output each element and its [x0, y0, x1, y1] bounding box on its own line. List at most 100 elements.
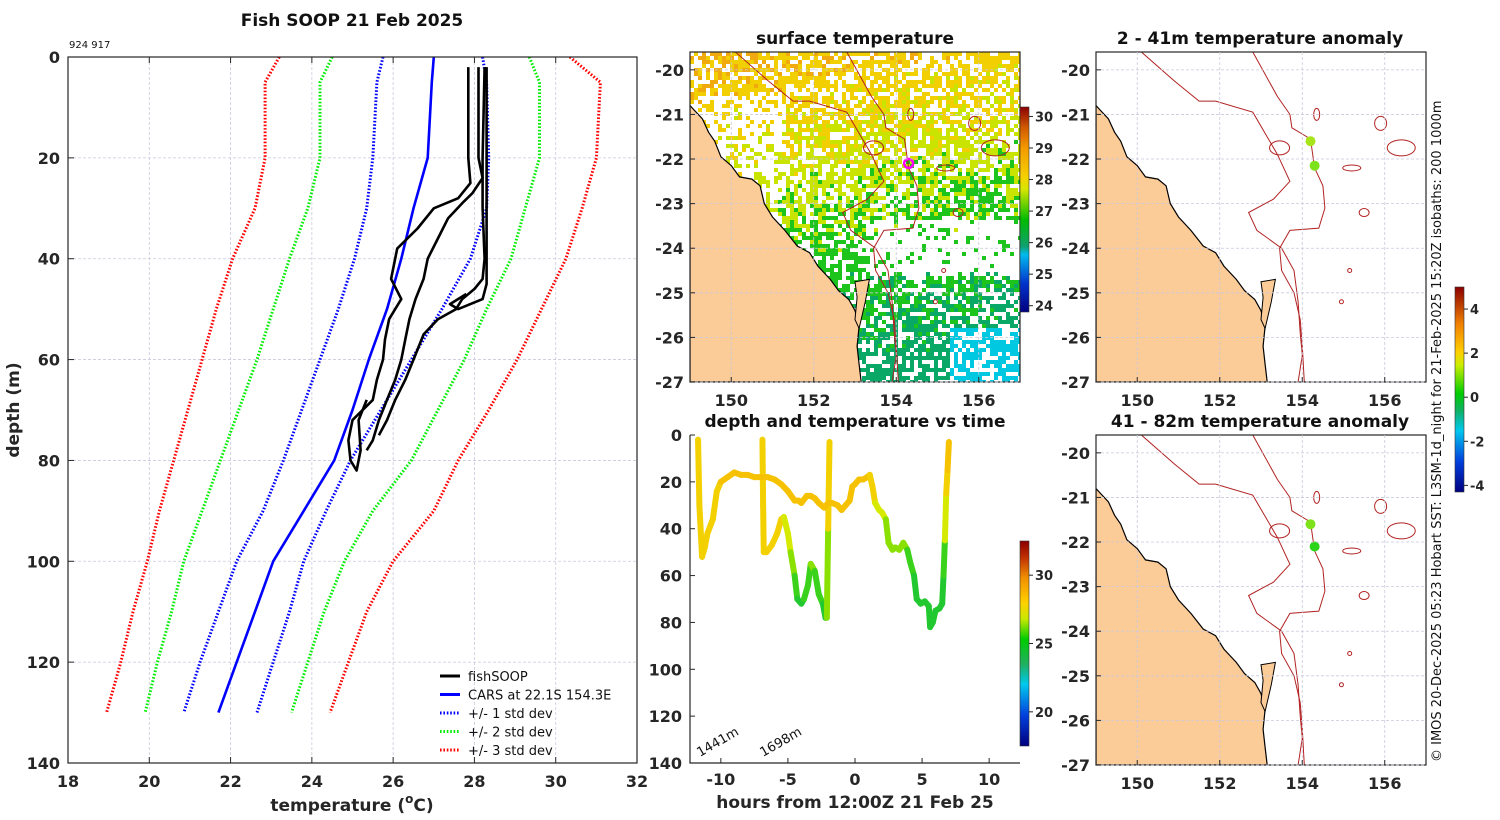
sst-pixel	[890, 144, 894, 148]
sst-pixel	[938, 248, 942, 252]
sst-pixel	[810, 220, 814, 224]
sst-pixel	[786, 200, 790, 204]
sst-pixel	[822, 120, 826, 124]
sst-pixel	[910, 140, 914, 144]
sst-pixel	[942, 360, 946, 364]
sst-pixel	[734, 164, 738, 168]
sst-pixel	[862, 156, 866, 160]
sst-pixel	[722, 112, 726, 116]
sst-pixel	[966, 308, 970, 312]
sst-pixel	[842, 168, 846, 172]
sst-pixel	[878, 76, 882, 80]
sst-pixel	[990, 120, 994, 124]
sst-pixel	[990, 304, 994, 308]
sst-pixel	[866, 372, 870, 376]
sst-pixel	[978, 56, 982, 60]
sst-pixel	[922, 108, 926, 112]
sst-pixel	[854, 188, 858, 192]
sst-pixel	[818, 232, 822, 236]
sst-pixel	[946, 92, 950, 96]
sst-pixel	[1006, 320, 1010, 324]
sst-pixel	[914, 88, 918, 92]
sst-pixel	[906, 340, 910, 344]
sst-pixel	[830, 172, 834, 176]
seamount-contour	[952, 208, 964, 218]
sst-pixel	[798, 52, 802, 56]
sst-pixel	[970, 352, 974, 356]
sst-map: surface temperature -20-21-22-23-24-25-2…	[655, 29, 1053, 410]
sst-pixel	[838, 72, 842, 76]
sst-pixel	[846, 104, 850, 108]
sst-pixel	[698, 100, 702, 104]
sst-pixel	[738, 92, 742, 96]
sst-pixel	[926, 180, 930, 184]
sst-pixel	[870, 324, 874, 328]
sst-pixel	[826, 160, 830, 164]
sst-pixel	[794, 76, 798, 80]
sst-pixel	[830, 248, 834, 252]
sst-pixel	[970, 312, 974, 316]
sst-pixel	[1014, 368, 1018, 372]
sst-pixel	[950, 188, 954, 192]
sst-pixel	[986, 344, 990, 348]
sst-pixel	[862, 128, 866, 132]
depth-time-segment	[760, 502, 767, 556]
sst-pixel	[826, 100, 830, 104]
sst-pixel	[834, 172, 838, 176]
sst-pixel	[1010, 92, 1014, 96]
sst-pixel	[958, 204, 962, 208]
sst-pixel	[910, 144, 914, 148]
sst-pixel	[978, 372, 982, 376]
sst-pixel	[898, 376, 902, 380]
sst-pixel	[886, 324, 890, 328]
sst-pixel	[958, 144, 962, 148]
sst-pixel	[818, 204, 822, 208]
sst-pixel	[858, 256, 862, 260]
sst-pixel	[922, 124, 926, 128]
sst-pixel	[838, 288, 842, 292]
sst-pixel	[874, 192, 878, 196]
sst-pixel	[994, 364, 998, 368]
sst-pixel	[918, 360, 922, 364]
isobath-1000m	[1252, 435, 1326, 765]
sst-pixel	[890, 284, 894, 288]
sst-pixel	[934, 96, 938, 100]
sst-pixel	[966, 236, 970, 240]
sst-pixel	[926, 152, 930, 156]
sst-pixel	[1006, 144, 1010, 148]
sst-pixel	[1014, 116, 1018, 120]
sst-pixel	[918, 372, 922, 376]
sst-pixel	[878, 296, 882, 300]
sst-pixel	[798, 132, 802, 136]
sst-pixel	[942, 168, 946, 172]
sst-pixel	[838, 272, 842, 276]
sst-pixel	[954, 128, 958, 132]
y-tick-label: 100	[649, 660, 682, 679]
sst-pixel	[846, 184, 850, 188]
sst-pixel	[738, 152, 742, 156]
sst-pixel	[858, 76, 862, 80]
sst-pixel	[954, 120, 958, 124]
sst-pixel	[830, 156, 834, 160]
sst-pixel	[1010, 340, 1014, 344]
sst-pixel	[874, 168, 878, 172]
sst-pixel	[914, 380, 918, 382]
sst-pixel	[950, 344, 954, 348]
sst-pixel	[810, 112, 814, 116]
sst-pixel	[902, 60, 906, 64]
sst-pixel	[938, 368, 942, 372]
depth-time-segment	[939, 572, 947, 607]
sst-pixel	[986, 168, 990, 172]
sst-pixel	[886, 176, 890, 180]
sst-pixel	[978, 292, 982, 296]
sst-pixel	[894, 224, 898, 228]
sst-pixel	[846, 120, 850, 124]
sst-pixel	[866, 272, 870, 276]
sst-pixel	[882, 328, 886, 332]
sst-pixel	[982, 96, 986, 100]
sst-pixel	[890, 188, 894, 192]
sst-pixel	[866, 60, 870, 64]
sst-pixel	[874, 80, 878, 84]
sst-pixel	[986, 132, 990, 136]
sst-pixel	[810, 152, 814, 156]
